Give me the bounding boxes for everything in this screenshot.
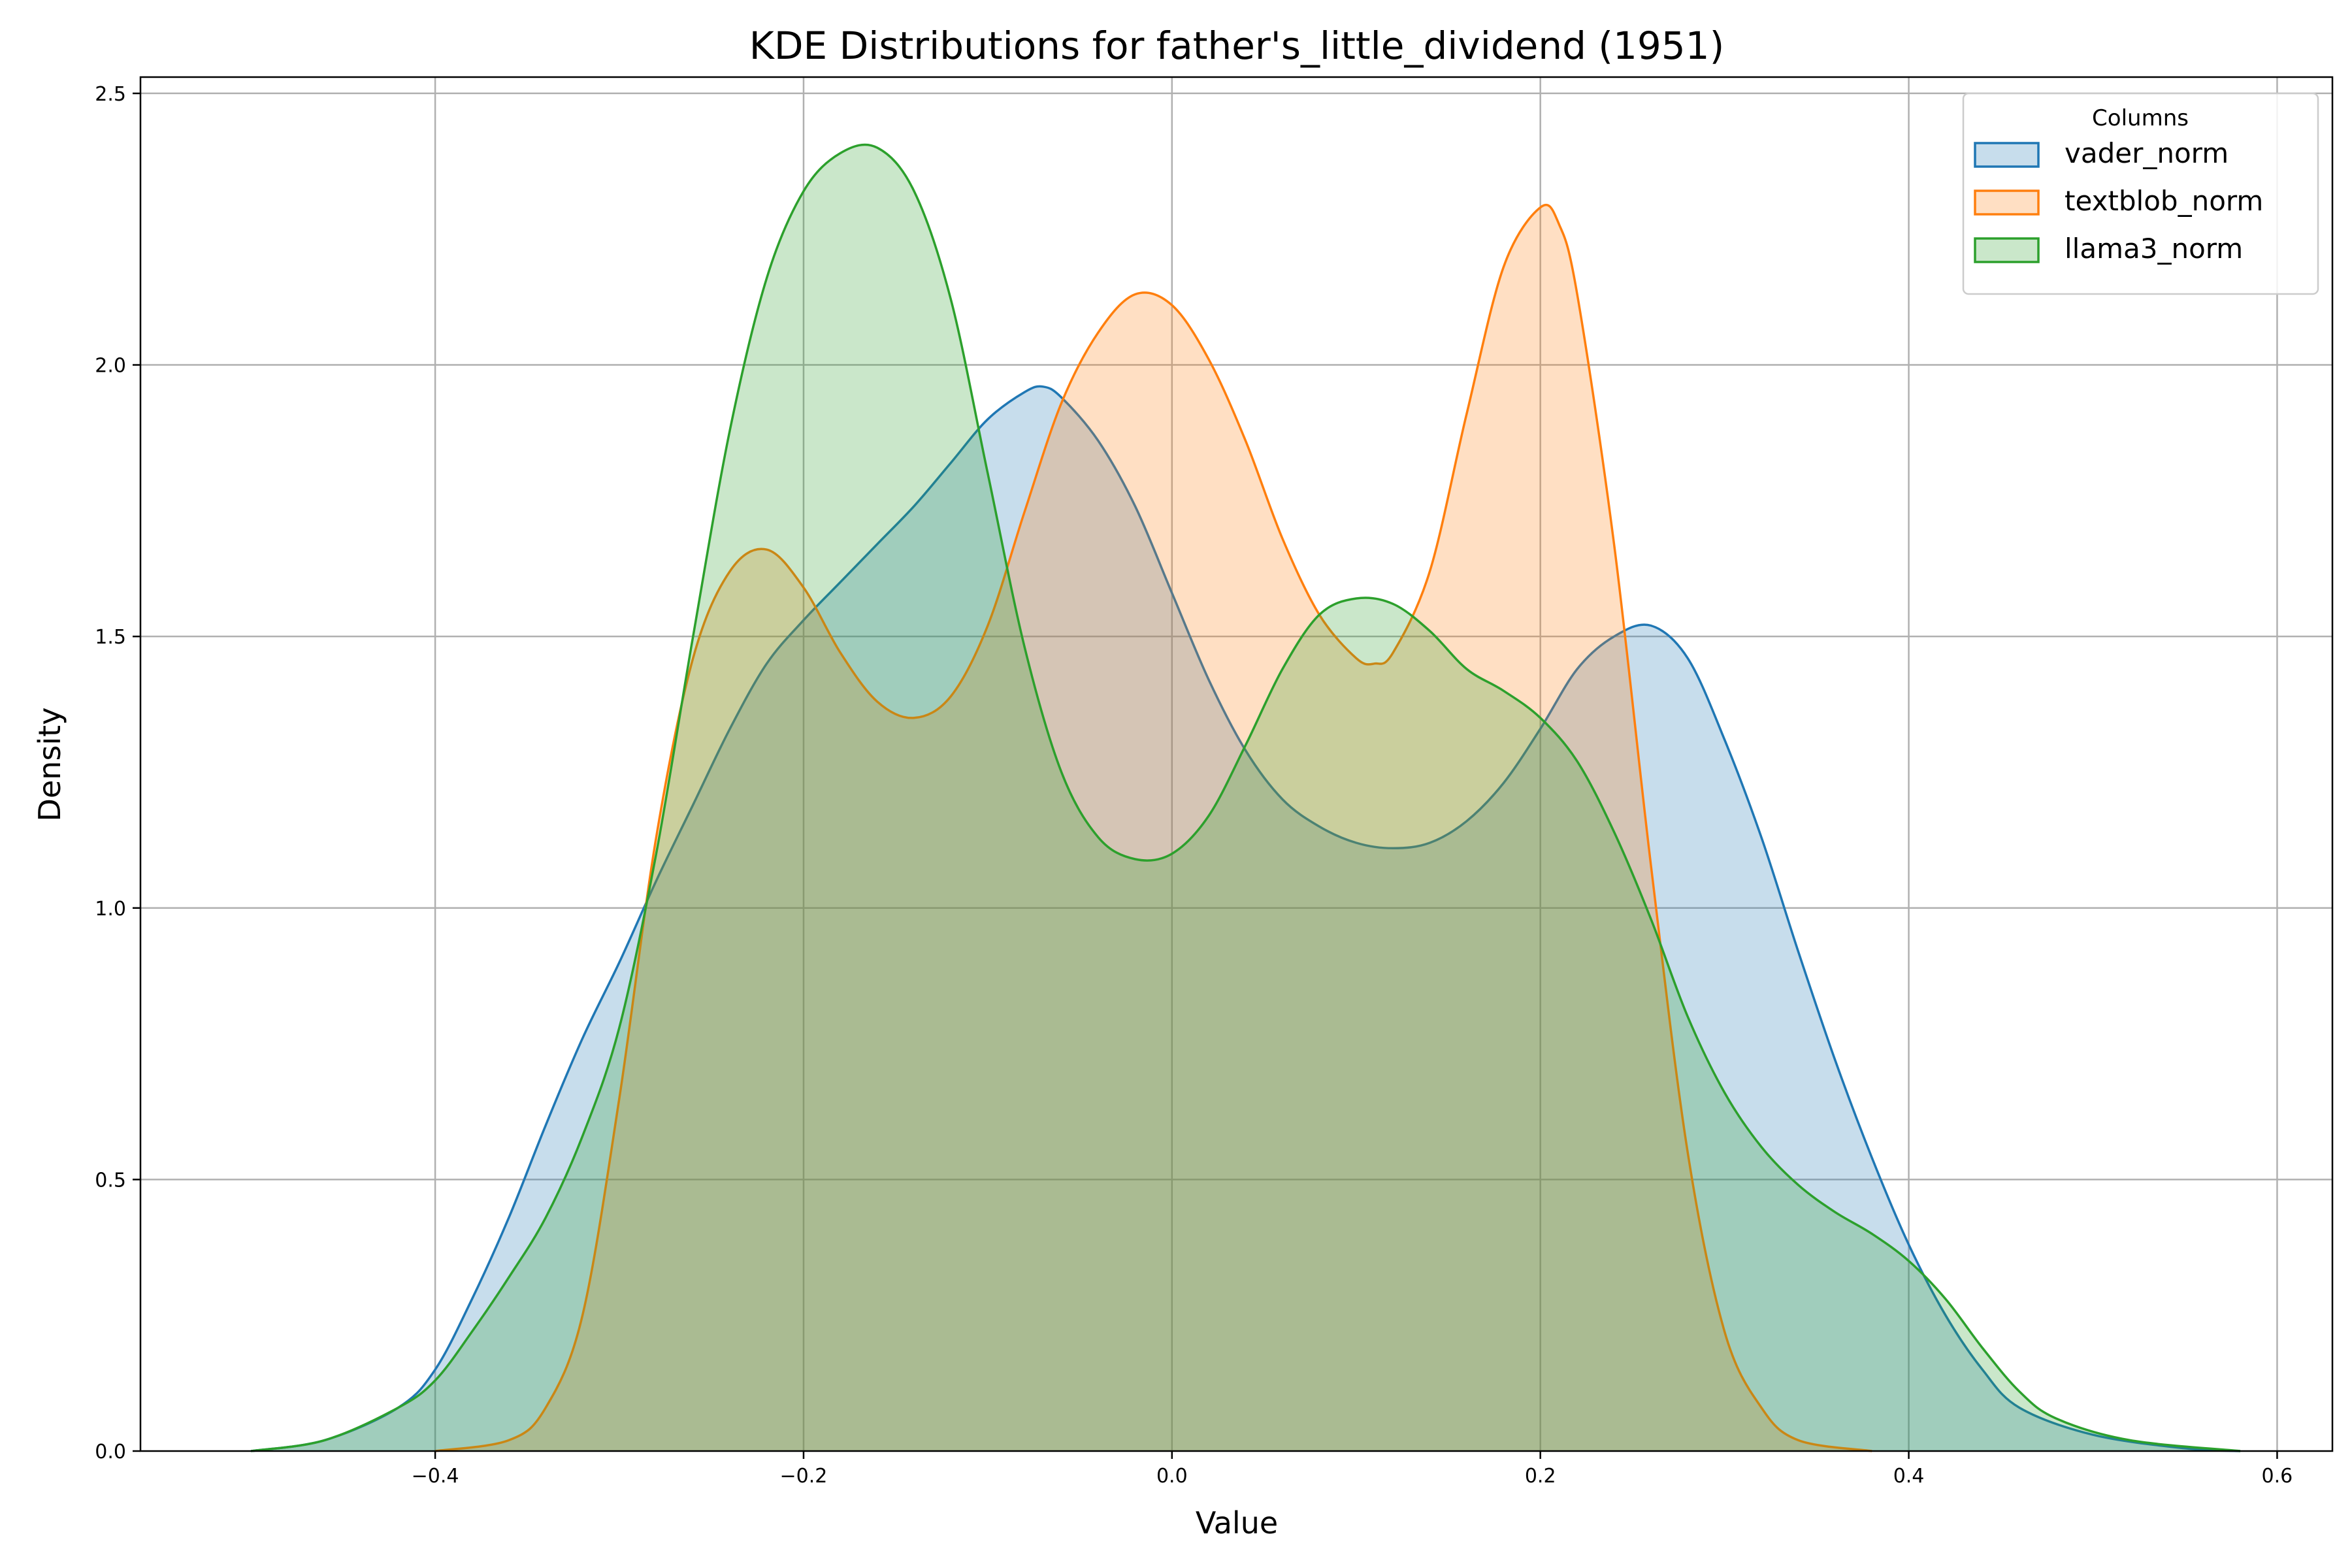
chart-title: KDE Distributions for father's_little_di…: [749, 24, 1724, 68]
x-tick-label: 0.4: [1893, 1465, 1925, 1488]
y-axis-label: Density: [32, 708, 67, 822]
legend-swatch-textblob_norm: [1974, 189, 2040, 216]
x-tick-label: 0.2: [1525, 1465, 1556, 1488]
y-tick-label: 0.5: [95, 1169, 126, 1192]
plot-frame: [139, 76, 2334, 1452]
ticks: −0.4 −0.2 0.0 0.2 0.4 0.6 0.0 0.5 1.0 1.5 2.0 2.5: [95, 83, 2293, 1488]
y-tick-label: 2.0: [95, 355, 126, 378]
x-tick-label: 0.6: [2262, 1465, 2293, 1488]
legend-box: [1962, 92, 2319, 295]
series-area-vader_norm: [251, 386, 2241, 1451]
x-tick-label: −0.4: [412, 1465, 459, 1488]
series-layer: [250, 143, 2241, 1452]
y-tick-label: 0.0: [95, 1441, 126, 1463]
legend-label-llama3_norm: llama3_norm: [2065, 233, 2243, 265]
legend-swatch-llama3_norm: [1974, 237, 2040, 263]
legend: Columns vader_norm textblob_norm llama3_no…: [1962, 92, 2319, 295]
x-tick-label: 0.0: [1156, 1465, 1188, 1488]
x-tick-label: −0.2: [780, 1465, 828, 1488]
x-axis-label: Value: [1196, 1505, 1278, 1541]
series-area-textblob_norm: [435, 204, 1872, 1451]
legend-swatch-vader_norm: [1974, 142, 2040, 168]
legend-label-vader_norm: vader_norm: [2065, 137, 2229, 169]
y-tick-label: 1.0: [95, 898, 126, 921]
y-tick-label: 1.5: [95, 626, 126, 649]
series-line-llama3_norm: [250, 143, 2241, 1452]
legend-entries: vader_norm textblob_norm llama3_norm: [1974, 137, 2263, 265]
y-tick-label: 2.5: [95, 83, 126, 106]
legend-title: Columns: [2092, 105, 2189, 131]
legend-label-textblob_norm: textblob_norm: [2065, 185, 2263, 217]
series-area-llama3_norm: [251, 144, 2241, 1451]
series-line-vader_norm: [250, 385, 2241, 1452]
